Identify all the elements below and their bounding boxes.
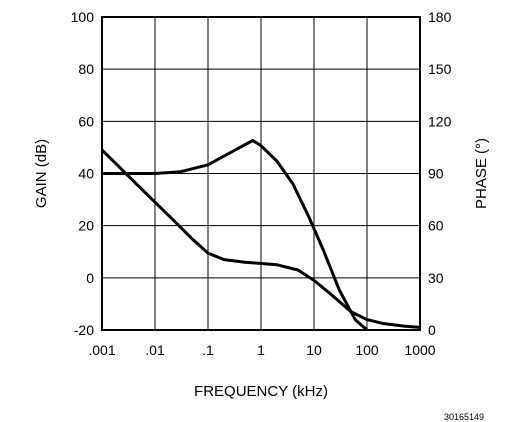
- left-y-tick-label: 0: [86, 270, 94, 286]
- x-tick-label: .001: [88, 342, 115, 358]
- left-y-tick-label: 100: [71, 9, 95, 25]
- x-tick-label: 10: [306, 342, 322, 358]
- left-y-axis-title: GAIN (dB): [33, 139, 50, 208]
- plot-frame: [101, 16, 421, 331]
- right-y-axis-title: PHASE (°): [473, 138, 490, 209]
- left-y-tick-labels: -20 0 20 40 60 80 100: [71, 9, 95, 338]
- right-y-tick-label: 150: [428, 61, 452, 77]
- right-y-tick-label: 60: [428, 218, 444, 234]
- right-y-tick-label: 90: [428, 166, 444, 182]
- x-tick-label: .01: [145, 342, 165, 358]
- left-y-tick-label: 20: [78, 218, 94, 234]
- right-y-tick-label: 120: [428, 113, 452, 129]
- left-y-tick-label: 60: [78, 113, 94, 129]
- figure-code: 30165149: [444, 412, 484, 422]
- phase-curve: [102, 139, 368, 332]
- x-tick-label: .1: [202, 342, 214, 358]
- gain-curve: [100, 148, 421, 329]
- x-tick-labels: .001 .01 .1 1 10 100 1000: [88, 342, 435, 358]
- left-y-tick-label: 80: [78, 61, 94, 77]
- x-tick-label: 1: [257, 342, 265, 358]
- x-axis-title: FREQUENCY (kHz): [194, 383, 328, 400]
- data-curves: [100, 139, 421, 332]
- right-y-tick-label: 0: [428, 322, 436, 338]
- right-y-tick-label: 30: [428, 270, 444, 286]
- left-y-tick-label: -20: [74, 322, 94, 338]
- right-y-tick-labels: 0 30 60 90 120 150 180: [428, 9, 452, 338]
- right-y-tick-label: 180: [428, 9, 452, 25]
- left-y-tick-label: 40: [78, 166, 94, 182]
- x-tick-label: 1000: [404, 342, 435, 358]
- x-tick-label: 100: [355, 342, 379, 358]
